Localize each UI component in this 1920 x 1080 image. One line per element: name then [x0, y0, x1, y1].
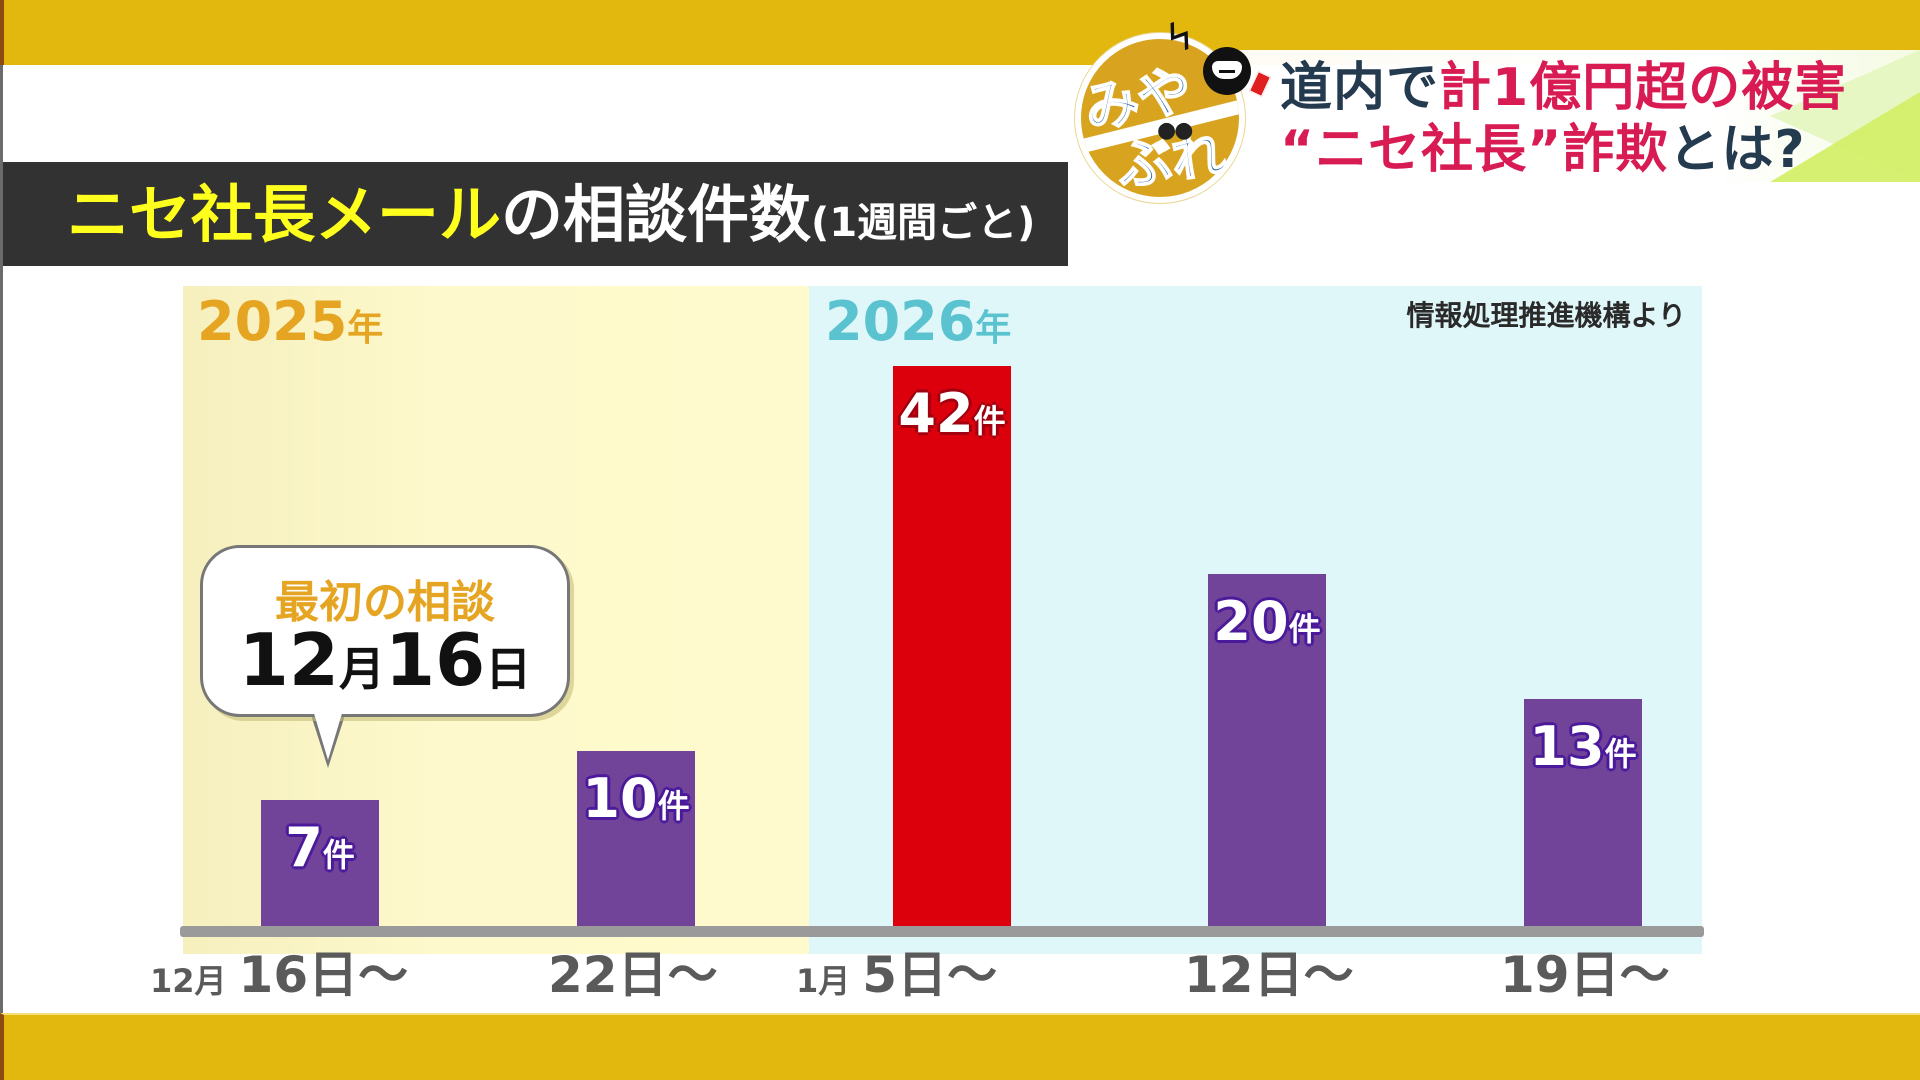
- bar-value-label: 13件: [1529, 715, 1637, 778]
- villain-icon: [1203, 47, 1251, 95]
- left-edge: [0, 65, 3, 1013]
- year-number: 2026: [825, 290, 976, 353]
- x-label-jan12: 12日〜: [1184, 945, 1354, 1005]
- year-unit: 年: [975, 308, 1012, 349]
- bar-value-label: 10件: [582, 767, 690, 830]
- year-label-2025: 2025年: [197, 292, 383, 359]
- x-label-jan5: 1月 5日〜: [796, 945, 997, 1011]
- year-unit: 年: [347, 308, 384, 349]
- year-number: 2025: [197, 290, 348, 353]
- bar-dec22: 10件: [577, 751, 695, 926]
- bar-jan5: 42件: [893, 366, 1011, 926]
- source-credit: 情報処理推進機構より: [1406, 299, 1686, 332]
- bar-jan12: 20件: [1208, 574, 1326, 926]
- first-consultation-callout: 最初の相談 12月16日: [200, 545, 570, 717]
- callout-pointer-fill: [313, 710, 343, 760]
- x-label-day: 5日〜: [862, 946, 998, 1004]
- bar-value-label: 7件: [285, 816, 355, 879]
- callout-title: 最初の相談: [275, 577, 495, 628]
- x-label-dec16: 12月 16日〜: [150, 945, 408, 1011]
- x-axis-baseline: [180, 926, 1704, 937]
- headline-strip: 道内で計1億円超の被害 “ニセ社長”詐欺とは?: [1230, 50, 1920, 182]
- x-label-day: 19日〜: [1500, 946, 1670, 1004]
- headline-line-2: “ニセ社長”詐欺とは?: [1280, 120, 1806, 180]
- x-label-day: 12日〜: [1184, 946, 1354, 1004]
- decor-triangle: [1770, 92, 1920, 182]
- x-label-month: 12月: [150, 962, 227, 1000]
- headline-text: 道内で: [1280, 58, 1440, 118]
- eyes-icon: ●●: [1157, 118, 1193, 143]
- program-logo: ϟ みや ぶれ ●●: [1075, 12, 1271, 203]
- chart-title-bar: ニセ社長メールの相談件数(1週間ごと): [3, 162, 1068, 266]
- headline-line-1: 道内で計1億円超の被害: [1280, 58, 1847, 118]
- x-label-jan19: 19日〜: [1500, 945, 1670, 1005]
- callout-date: 12月16日: [238, 618, 532, 702]
- year-label-2026: 2026年: [825, 292, 1011, 359]
- x-label-month: 1月: [796, 962, 851, 1000]
- bar-value-label: 20件: [1213, 590, 1321, 653]
- bar-dec16: 7件: [261, 800, 379, 926]
- x-label-dec22: 22日〜: [548, 945, 718, 1005]
- x-label-day: 22日〜: [548, 946, 718, 1004]
- bar-value-label: 42件: [898, 382, 1006, 445]
- title-highlight: ニセ社長メール: [67, 178, 502, 251]
- bottom-band: [0, 1013, 1920, 1080]
- x-label-day: 16日〜: [238, 946, 409, 1004]
- chart-title: ニセ社長メールの相談件数(1週間ごと): [67, 180, 1035, 258]
- title-main: の相談件数: [501, 178, 812, 251]
- title-note: (1週間ごと): [811, 200, 1036, 246]
- headline-highlight: “ニセ社長”詐欺: [1280, 120, 1669, 180]
- bar-jan19: 13件: [1524, 699, 1642, 926]
- headline-text: とは?: [1668, 120, 1806, 180]
- headline-highlight: 計1億円超の被害: [1439, 58, 1848, 118]
